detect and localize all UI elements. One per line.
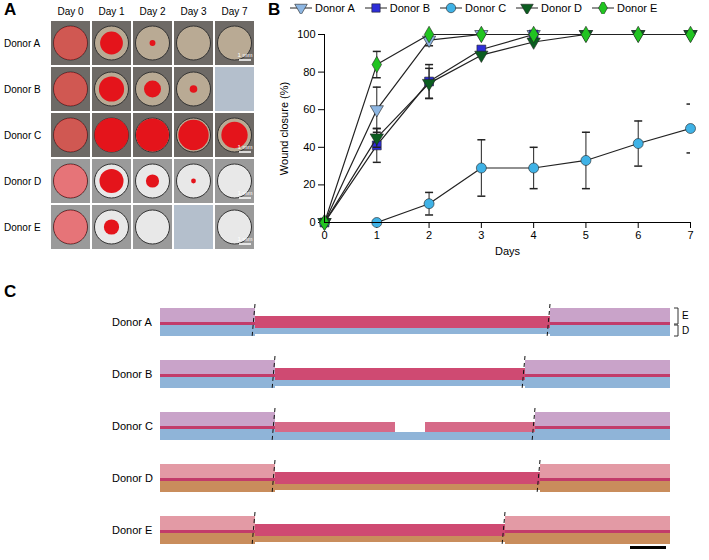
svg-text:Donor E: Donor E [112, 524, 152, 536]
svg-text:Day 0: Day 0 [57, 6, 84, 17]
svg-text:Days: Days [495, 245, 521, 257]
svg-text:Wound closure (%): Wound closure (%) [278, 82, 290, 175]
html-text:Donor E: Donor E [617, 2, 658, 14]
svg-text:20: 20 [303, 178, 315, 190]
svg-text:Donor E: Donor E [4, 222, 41, 233]
html-text:B: B [268, 0, 281, 19]
svg-text:E: E [682, 310, 689, 321]
svg-text:1 mm: 1 mm [238, 190, 253, 196]
svg-text:60: 60 [303, 103, 315, 115]
html-text:Donor C: Donor C [465, 2, 507, 14]
svg-text:5: 5 [583, 229, 589, 241]
svg-text:Donor A: Donor A [112, 316, 152, 328]
svg-text:3: 3 [478, 229, 484, 241]
svg-text:0: 0 [321, 229, 328, 242]
svg-text:100: 100 [297, 28, 315, 40]
svg-text:Donor D: Donor D [4, 176, 41, 187]
svg-text:1: 1 [374, 229, 380, 241]
svg-text:Donor A: Donor A [4, 38, 40, 49]
html-text:C: C [4, 282, 17, 301]
svg-text:6: 6 [635, 229, 641, 241]
svg-text:80: 80 [303, 66, 315, 78]
svg-text:Day 7: Day 7 [221, 6, 248, 17]
svg-text:2: 2 [426, 229, 432, 241]
svg-text:Donor C: Donor C [112, 420, 153, 432]
svg-text:Donor D: Donor D [112, 472, 153, 484]
svg-text:1 mm: 1 mm [238, 144, 253, 150]
svg-text:Day 1: Day 1 [98, 6, 125, 17]
html-text:Donor D: Donor D [541, 2, 582, 14]
svg-text:Day 2: Day 2 [139, 6, 166, 17]
html-text:Donor A: Donor A [315, 2, 355, 14]
svg-text:7: 7 [687, 229, 693, 241]
svg-text:0: 0 [309, 216, 315, 228]
svg-text:Donor B: Donor B [112, 368, 152, 380]
svg-text:1 mm: 1 mm [238, 52, 253, 58]
html-text:A: A [4, 0, 17, 19]
svg-text:Day 3: Day 3 [180, 6, 207, 17]
svg-text:D: D [682, 325, 689, 336]
svg-text:1 mm: 1 mm [238, 236, 253, 242]
svg-text:Donor C: Donor C [4, 130, 41, 141]
svg-text:4: 4 [531, 229, 537, 241]
svg-text:40: 40 [303, 141, 315, 153]
svg-text:Donor B: Donor B [4, 84, 41, 95]
html-text:Donor B: Donor B [389, 2, 431, 14]
